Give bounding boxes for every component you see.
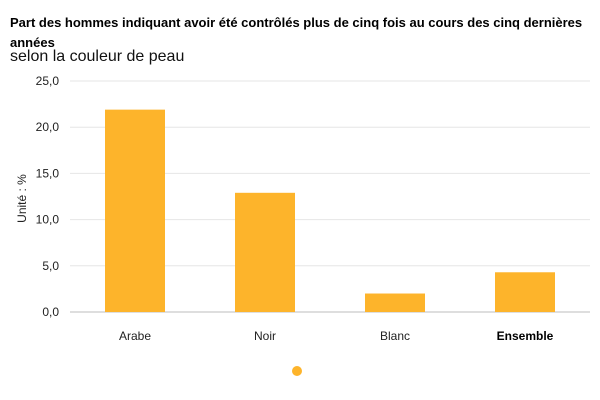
bars: [105, 109, 555, 312]
chart-subtitle: selon la couleur de peau: [10, 48, 185, 65]
y-tick-label: 0,0: [42, 305, 59, 319]
chart-title: Part des hommes indiquant avoir été cont…: [10, 15, 583, 50]
x-category-label: Arabe: [119, 329, 151, 343]
y-tick-label: 5,0: [42, 259, 59, 273]
bar-ensemble[interactable]: [495, 272, 555, 312]
y-tick-label: 10,0: [36, 213, 60, 227]
x-category-label: Noir: [254, 329, 276, 343]
bar-noir[interactable]: [235, 192, 295, 312]
x-category-label: Blanc: [380, 329, 410, 343]
legend-marker[interactable]: [292, 366, 302, 376]
x-axis-categories: Arabe Noir Blanc Ensemble: [119, 329, 554, 343]
y-tick-label: 15,0: [36, 166, 60, 180]
y-axis-ticks: 0,0 5,0 10,0 15,0 20,0 25,0: [36, 74, 60, 319]
bar-arabe[interactable]: [105, 109, 165, 312]
y-tick-label: 25,0: [36, 74, 60, 88]
x-category-label: Ensemble: [497, 329, 554, 343]
y-axis-label: Unité : %: [15, 174, 29, 223]
bar-blanc[interactable]: [365, 293, 425, 312]
y-tick-label: 20,0: [36, 120, 60, 134]
